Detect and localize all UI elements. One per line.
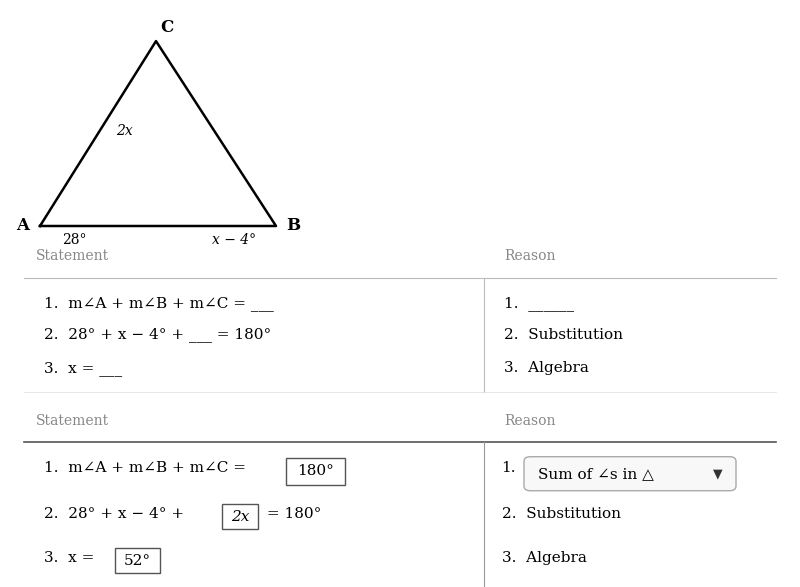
Text: 52°: 52°	[124, 554, 151, 568]
Text: 1.  m∠A + m∠B + m∠C = ___: 1. m∠A + m∠B + m∠C = ___	[44, 296, 274, 311]
Text: 3.  Algebra: 3. Algebra	[504, 361, 589, 375]
Text: C: C	[160, 19, 174, 36]
FancyBboxPatch shape	[286, 458, 345, 485]
Text: Sum of ∠s in △: Sum of ∠s in △	[538, 467, 654, 481]
Text: A: A	[17, 218, 30, 234]
Text: 2.  Substitution: 2. Substitution	[502, 507, 621, 521]
Text: 1.: 1.	[502, 461, 516, 475]
Text: 3.  x = ___: 3. x = ___	[44, 361, 122, 376]
Text: 2.  Substitution: 2. Substitution	[504, 328, 623, 342]
FancyBboxPatch shape	[524, 457, 736, 491]
Text: 2x: 2x	[231, 510, 249, 524]
Text: 2.  28° + x − 4° +: 2. 28° + x − 4° +	[44, 507, 189, 521]
Text: ▼: ▼	[713, 467, 722, 480]
Text: x − 4°: x − 4°	[212, 233, 256, 247]
Text: 180°: 180°	[297, 464, 334, 478]
Text: 3.  x =: 3. x =	[44, 551, 99, 565]
Text: 2.  28° + x − 4° + ___ = 180°: 2. 28° + x − 4° + ___ = 180°	[44, 328, 271, 342]
Text: Statement: Statement	[36, 414, 109, 428]
Text: 28°: 28°	[62, 233, 87, 247]
Text: B: B	[286, 218, 301, 234]
Text: Reason: Reason	[504, 414, 555, 428]
FancyBboxPatch shape	[222, 504, 258, 529]
Text: Reason: Reason	[504, 249, 555, 264]
Text: Statement: Statement	[36, 249, 109, 264]
Text: = 180°: = 180°	[262, 507, 322, 521]
FancyBboxPatch shape	[115, 548, 160, 573]
Text: 1.  m∠A + m∠B + m∠C =: 1. m∠A + m∠B + m∠C =	[44, 461, 251, 475]
Text: 3.  Algebra: 3. Algebra	[502, 551, 586, 565]
Text: 2x: 2x	[115, 124, 132, 137]
Text: 1.  ______: 1. ______	[504, 296, 574, 311]
